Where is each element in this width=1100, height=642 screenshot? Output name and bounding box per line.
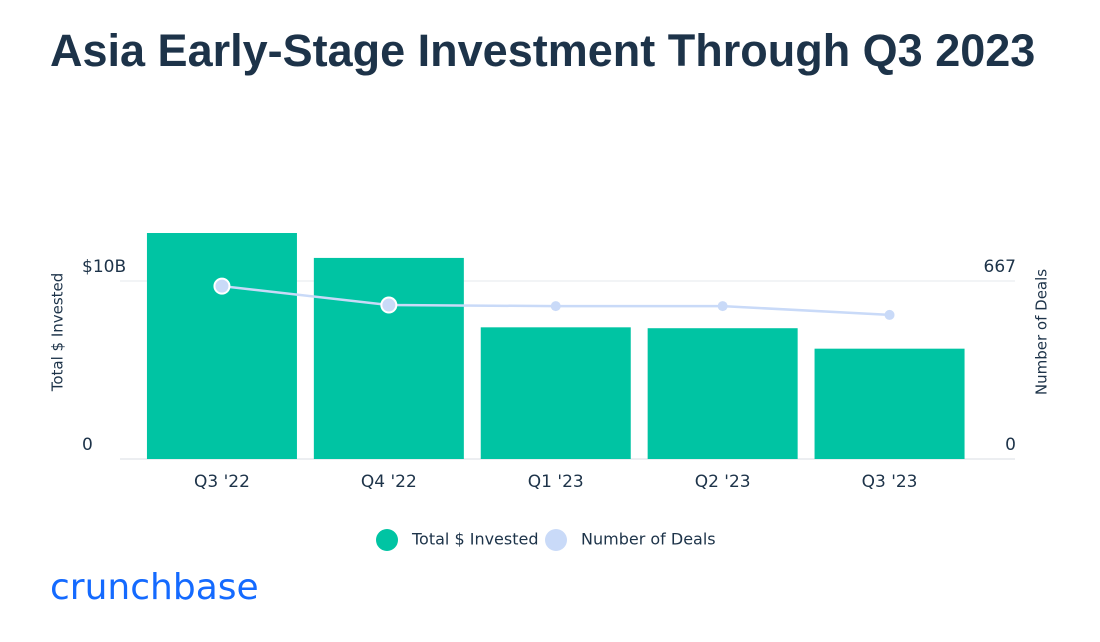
chart-title: Asia Early-Stage Investment Through Q3 2… xyxy=(50,25,1036,76)
x-tick-label: Q3 '22 xyxy=(194,472,250,492)
legend-label: Total $ Invested xyxy=(411,530,539,549)
y2-tick-label: 0 xyxy=(1005,435,1016,455)
bar xyxy=(647,328,798,459)
y-tick-label: 0 xyxy=(82,435,93,455)
bar xyxy=(814,348,965,459)
x-tick-label: Q2 '23 xyxy=(695,472,751,492)
x-tick-label: Q4 '22 xyxy=(361,472,417,492)
x-tick-label: Q3 '23 xyxy=(862,472,918,492)
y-axis-title: Total $ Invested xyxy=(49,273,67,393)
y2-tick-label: 667 xyxy=(984,257,1016,277)
point xyxy=(380,296,398,314)
point xyxy=(213,277,231,295)
brand-logo: crunchbase xyxy=(50,567,259,608)
legend-swatch xyxy=(376,529,398,551)
bar xyxy=(146,233,297,459)
legend-label: Number of Deals xyxy=(581,530,716,549)
point xyxy=(717,301,728,312)
x-tick-label: Q1 '23 xyxy=(528,472,584,492)
y2-axis-title: Number of Deals xyxy=(1033,269,1051,395)
legend-swatch xyxy=(545,529,567,551)
y-tick-label: $10B xyxy=(82,257,126,277)
point xyxy=(884,309,895,320)
point xyxy=(550,301,561,312)
bar xyxy=(480,327,631,459)
bar xyxy=(313,257,464,459)
